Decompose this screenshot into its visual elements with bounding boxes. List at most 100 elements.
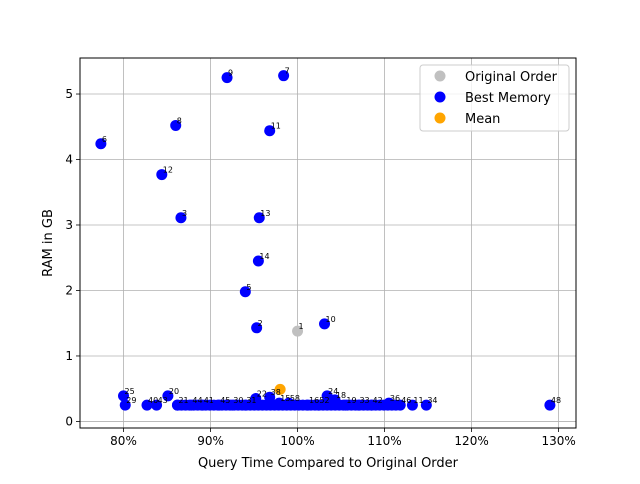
point-label: 52 bbox=[319, 396, 329, 405]
point-label: 13 bbox=[260, 209, 270, 218]
legend-marker-original-order bbox=[434, 70, 446, 82]
point-label: 34 bbox=[427, 396, 437, 405]
point-label: 20 bbox=[169, 387, 179, 396]
data-point bbox=[170, 119, 182, 131]
data-point bbox=[141, 399, 153, 411]
point-label: 40 bbox=[148, 396, 158, 405]
point-label: 31 bbox=[246, 396, 256, 405]
point-label: 18 bbox=[336, 391, 346, 400]
y-tick-label: 2 bbox=[65, 283, 73, 297]
y-tick-label: 4 bbox=[65, 153, 73, 167]
point-label: 42 bbox=[373, 396, 383, 405]
point-label: 1 bbox=[299, 322, 304, 331]
data-point bbox=[339, 399, 351, 411]
point-label: 45 bbox=[220, 396, 230, 405]
point-label: 19 bbox=[346, 396, 356, 405]
data-point bbox=[302, 399, 314, 411]
data-point bbox=[213, 399, 225, 411]
data-point bbox=[162, 390, 174, 402]
point-label: 3 bbox=[182, 209, 187, 218]
data-point bbox=[226, 399, 238, 411]
legend-label-original-order: Original Order bbox=[465, 70, 558, 85]
data-point bbox=[252, 255, 264, 267]
point-label: 11 bbox=[271, 122, 281, 131]
data-point bbox=[118, 390, 130, 402]
data-point bbox=[394, 399, 406, 411]
x-tick-label: 80% bbox=[110, 434, 137, 448]
x-tick-label: 120% bbox=[454, 434, 488, 448]
point-label: 9 bbox=[228, 69, 233, 78]
point-label: 10 bbox=[326, 315, 336, 324]
data-point bbox=[264, 391, 276, 403]
data-point bbox=[171, 399, 183, 411]
legend: Original Order Best Memory Mean bbox=[419, 64, 570, 132]
x-tick-label: 100% bbox=[280, 434, 314, 448]
y-tick-label: 0 bbox=[65, 414, 73, 428]
data-point bbox=[352, 399, 364, 411]
point-label: 36 bbox=[390, 394, 400, 403]
point-label: 48 bbox=[551, 396, 561, 405]
data-points bbox=[95, 70, 556, 411]
point-label: 6 bbox=[102, 135, 107, 144]
data-point bbox=[383, 397, 395, 409]
point-label: 41 bbox=[204, 396, 214, 405]
point-label: 43 bbox=[158, 396, 168, 405]
plot-frame bbox=[79, 57, 577, 429]
x-tick-label: 90% bbox=[197, 434, 224, 448]
point-label: 33 bbox=[359, 396, 369, 405]
legend-label-best-memory: Best Memory bbox=[465, 91, 551, 106]
grid bbox=[80, 58, 576, 428]
point-label: 21 bbox=[178, 396, 188, 405]
legend-label-mean: Mean bbox=[465, 112, 500, 127]
point-label: 12 bbox=[163, 166, 173, 175]
data-point bbox=[366, 399, 378, 411]
data-point bbox=[197, 399, 209, 411]
point-label: 24 bbox=[328, 387, 338, 396]
data-point bbox=[312, 399, 324, 411]
y-tick-label: 1 bbox=[65, 349, 73, 363]
data-point bbox=[264, 125, 276, 137]
data-point bbox=[156, 169, 168, 181]
data-point bbox=[251, 322, 263, 334]
point-label: 58 bbox=[290, 394, 300, 403]
point-label: 11 bbox=[413, 396, 423, 405]
data-point bbox=[253, 212, 265, 224]
data-point bbox=[119, 399, 131, 411]
point-label: 25 bbox=[125, 387, 135, 396]
point-label: 30 bbox=[233, 396, 243, 405]
legend-marker-best-memory bbox=[434, 91, 446, 103]
data-point bbox=[239, 399, 251, 411]
data-point bbox=[420, 399, 432, 411]
y-tick-label: 3 bbox=[65, 218, 73, 232]
data-point bbox=[221, 72, 233, 84]
legend-box bbox=[419, 64, 570, 132]
point-label: 2 bbox=[258, 319, 263, 328]
data-point bbox=[278, 70, 290, 82]
point-label: 16 bbox=[309, 396, 319, 405]
point-label: 5 bbox=[246, 283, 251, 292]
point-label: 8 bbox=[177, 116, 182, 125]
data-point bbox=[185, 399, 197, 411]
data-point bbox=[274, 383, 286, 395]
point-label: 44 bbox=[192, 396, 202, 405]
data-point bbox=[544, 399, 556, 411]
data-point bbox=[283, 397, 295, 409]
point-label: 22 bbox=[257, 390, 267, 399]
data-point bbox=[250, 393, 262, 405]
point-label: 7 bbox=[285, 67, 290, 76]
data-point bbox=[175, 212, 187, 224]
data-point bbox=[151, 399, 163, 411]
data-point bbox=[239, 286, 251, 298]
point-label: 38 bbox=[271, 388, 281, 397]
y-tick-label: 5 bbox=[65, 87, 73, 101]
x-tick-label: 130% bbox=[541, 434, 575, 448]
data-point bbox=[292, 325, 304, 337]
data-point bbox=[329, 394, 341, 406]
y-axis-label: RAM in GB bbox=[41, 209, 56, 277]
x-axis-label: Query Time Compared to Original Order bbox=[198, 456, 459, 471]
data-point bbox=[319, 318, 331, 330]
